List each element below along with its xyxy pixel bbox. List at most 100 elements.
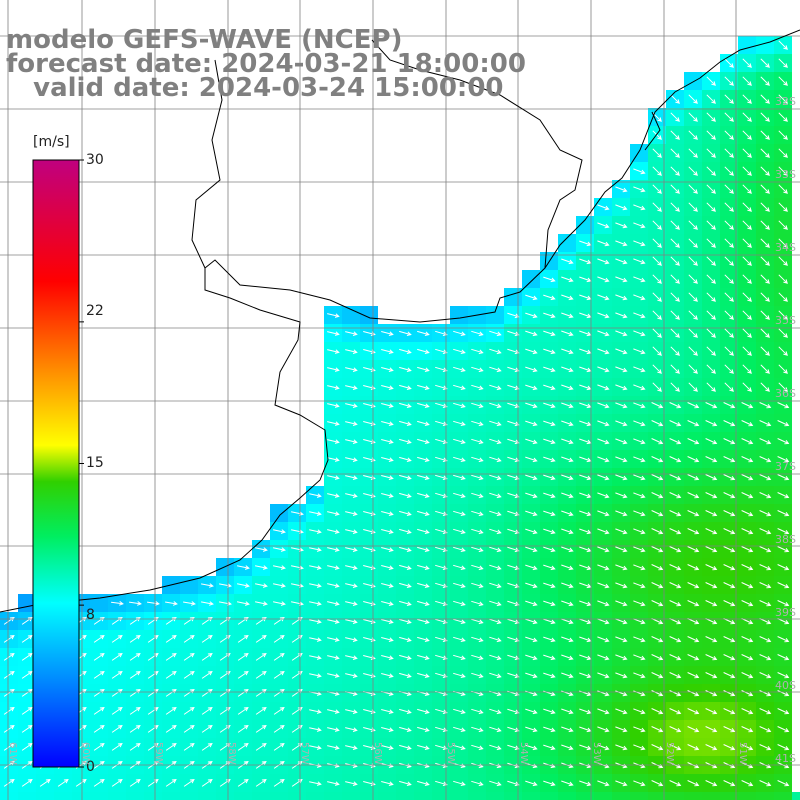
wind-arrow — [471, 474, 484, 481]
wind-arrow — [615, 564, 628, 571]
wind-arrow — [507, 654, 520, 661]
wind-arrow — [742, 292, 752, 302]
wind-arrow — [669, 744, 682, 751]
wind-arrow — [688, 292, 698, 302]
wind-arrow — [561, 402, 574, 409]
latitude-label: 35S — [775, 314, 796, 327]
wind-arrow — [706, 328, 716, 338]
wind-arrow — [561, 564, 574, 571]
latitude-label: 40S — [775, 679, 796, 692]
wind-arrow — [652, 148, 662, 158]
wind-arrow — [705, 492, 718, 499]
wind-arrow — [165, 653, 177, 661]
wind-arrow — [543, 564, 556, 571]
wind-arrow — [561, 438, 574, 445]
wind-arrow — [399, 672, 412, 678]
wind-arrow — [507, 726, 520, 733]
wind-arrow — [723, 456, 736, 463]
wind-arrow — [759, 582, 772, 589]
wind-arrow — [633, 276, 646, 283]
wind-arrow — [111, 743, 123, 751]
wind-arrow — [93, 671, 105, 679]
wind-cell — [486, 306, 504, 324]
wind-arrow — [759, 654, 772, 661]
wind-arrow — [706, 202, 716, 212]
wind-arrow — [688, 112, 698, 122]
wind-arrow — [778, 328, 788, 338]
wind-arrow — [111, 653, 123, 661]
wind-arrow — [525, 618, 538, 625]
wind-arrow — [706, 364, 716, 374]
wind-arrow — [111, 779, 123, 787]
wind-arrow — [687, 690, 700, 697]
wind-arrow — [778, 220, 788, 230]
wind-arrow — [327, 349, 340, 354]
wind-arrow — [417, 546, 430, 552]
wind-arrow — [129, 725, 141, 733]
wind-arrow — [345, 403, 358, 408]
wind-arrow — [345, 781, 358, 786]
wind-arrow — [741, 672, 754, 679]
wind-arrow — [417, 348, 430, 354]
wind-arrow — [543, 600, 556, 607]
wind-arrow — [705, 438, 718, 445]
wind-arrow — [723, 474, 736, 481]
wind-arrow — [777, 708, 790, 715]
wind-arrow — [705, 582, 718, 589]
wind-cell — [306, 792, 324, 800]
wind-arrow — [183, 725, 195, 733]
wind-arrow — [597, 204, 610, 211]
wind-arrow — [723, 564, 736, 571]
wind-arrow — [417, 744, 430, 750]
wind-arrow — [615, 456, 628, 463]
wind-arrow — [724, 382, 734, 392]
wind-arrow — [3, 653, 15, 661]
wind-cell — [792, 792, 800, 800]
wind-arrow — [633, 654, 646, 661]
wind-arrow — [670, 274, 680, 284]
valid-date: valid date: 2024-03-24 15:00:00 — [6, 73, 504, 103]
wind-arrow — [417, 402, 430, 408]
wind-arrow — [778, 58, 788, 68]
wind-arrow — [742, 94, 752, 104]
wind-arrow — [345, 529, 358, 534]
wind-arrow — [525, 456, 538, 463]
wind-arrow — [652, 256, 662, 266]
wind-arrow — [723, 672, 736, 679]
wind-arrow — [381, 745, 394, 750]
wind-cell — [486, 792, 504, 800]
wind-arrow — [705, 672, 718, 679]
wind-arrow — [489, 348, 502, 355]
wind-arrow — [543, 384, 556, 391]
wind-arrow — [543, 510, 556, 517]
wind-arrow — [670, 328, 680, 338]
wind-arrow — [561, 312, 574, 319]
wind-arrow — [615, 726, 628, 733]
wind-arrow — [345, 637, 358, 642]
wind-arrow — [273, 725, 285, 733]
wind-arrow — [633, 510, 646, 517]
wind-arrow — [597, 420, 610, 427]
forecast-date: forecast date: 2024-03-21 18:00:00 — [6, 49, 526, 79]
wind-arrow — [597, 438, 610, 445]
wind-cell — [666, 792, 684, 800]
wind-arrow — [399, 384, 412, 390]
wind-arrow — [309, 727, 322, 732]
wind-arrow — [525, 348, 538, 355]
wind-arrow — [165, 635, 177, 643]
wind-arrow — [687, 780, 700, 787]
wind-arrow — [471, 366, 484, 373]
wind-arrow — [741, 510, 754, 517]
wind-arrow — [129, 601, 142, 606]
wind-arrow — [489, 600, 502, 607]
wind-cell — [216, 792, 234, 800]
wind-arrow — [399, 438, 412, 444]
wind-arrow — [345, 619, 358, 624]
wind-arrow — [706, 220, 716, 230]
wind-arrow — [669, 510, 682, 517]
wind-arrow — [417, 456, 430, 462]
wind-arrow — [327, 529, 340, 534]
wind-arrow — [345, 475, 358, 480]
wind-arrow — [453, 726, 466, 732]
wind-arrow — [489, 708, 502, 715]
